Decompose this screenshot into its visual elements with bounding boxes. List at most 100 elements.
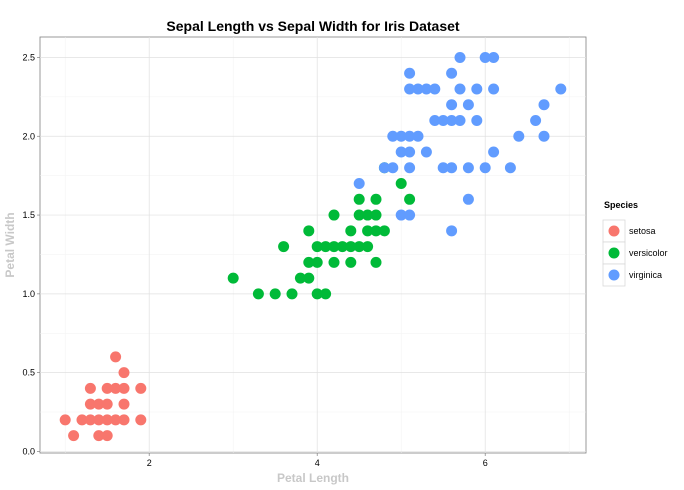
point-versicolor [320, 241, 332, 253]
y-tick-label: 1.5 [22, 210, 35, 220]
gridlines [40, 37, 586, 453]
point-setosa [135, 382, 147, 394]
point-versicolor [269, 288, 281, 300]
legend-label-versicolor: versicolor [629, 248, 668, 258]
point-setosa [93, 430, 105, 442]
y-axis-title: Petal Width [3, 212, 17, 277]
point-virginica [446, 67, 458, 79]
point-virginica [446, 162, 458, 174]
point-virginica [488, 51, 500, 63]
legend: Species setosa versicolor virginica [602, 200, 668, 287]
point-versicolor [370, 193, 382, 205]
point-setosa [76, 414, 88, 426]
point-virginica [378, 162, 390, 174]
point-versicolor [345, 225, 357, 237]
point-setosa [101, 414, 113, 426]
chart-title: Sepal Length vs Sepal Width for Iris Dat… [166, 18, 459, 34]
point-versicolor [328, 241, 340, 253]
y-tick-label: 0.5 [22, 368, 35, 378]
point-versicolor [370, 225, 382, 237]
point-virginica [404, 162, 416, 174]
point-versicolor [404, 193, 416, 205]
point-versicolor [303, 256, 315, 268]
point-virginica [387, 162, 399, 174]
point-versicolor [328, 256, 340, 268]
point-versicolor [303, 225, 315, 237]
point-setosa [110, 382, 122, 394]
point-virginica [471, 83, 483, 95]
point-versicolor [320, 288, 332, 300]
legend-label-setosa: setosa [629, 226, 656, 236]
point-virginica [412, 83, 424, 95]
point-virginica [404, 83, 416, 95]
point-virginica [395, 130, 407, 142]
point-versicolor [345, 241, 357, 253]
point-virginica [429, 83, 441, 95]
point-virginica [504, 162, 516, 174]
x-tick-label: 4 [315, 458, 320, 468]
point-versicolor [345, 256, 357, 268]
point-versicolor [370, 256, 382, 268]
point-versicolor [353, 209, 365, 221]
point-setosa [101, 430, 113, 442]
point-setosa [118, 367, 130, 379]
point-versicolor [227, 272, 239, 284]
point-virginica [412, 130, 424, 142]
point-setosa [59, 414, 71, 426]
point-versicolor [370, 209, 382, 221]
point-virginica [454, 51, 466, 63]
point-virginica [555, 83, 567, 95]
point-virginica [454, 115, 466, 127]
point-virginica [353, 178, 365, 190]
y-tick-label: 0.0 [22, 446, 35, 456]
point-setosa [101, 382, 113, 394]
point-virginica [462, 193, 474, 205]
point-setosa [118, 398, 130, 410]
point-virginica [404, 146, 416, 158]
point-virginica [395, 209, 407, 221]
point-virginica [538, 130, 550, 142]
legend-key-setosa [608, 225, 620, 237]
point-virginica [471, 115, 483, 127]
point-setosa [93, 398, 105, 410]
legend-key-virginica [608, 269, 620, 281]
legend-title: Species [604, 200, 638, 210]
point-versicolor [362, 225, 374, 237]
point-setosa [84, 398, 96, 410]
point-versicolor [311, 241, 323, 253]
point-virginica [420, 146, 432, 158]
point-setosa [101, 398, 113, 410]
point-virginica [462, 99, 474, 111]
point-versicolor [353, 193, 365, 205]
point-virginica [530, 115, 542, 127]
x-tick-label: 2 [147, 458, 152, 468]
x-tick-label: 6 [483, 458, 488, 468]
point-setosa [84, 382, 96, 394]
point-virginica [462, 162, 474, 174]
point-versicolor [353, 241, 365, 253]
point-versicolor [362, 241, 374, 253]
point-setosa [118, 414, 130, 426]
point-virginica [538, 99, 550, 111]
point-virginica [437, 115, 449, 127]
axis-ticks: 2 4 6 0.0 0.5 1.0 1.5 2.0 2.5 [22, 52, 487, 468]
point-virginica [404, 130, 416, 142]
y-tick-label: 2.5 [22, 52, 35, 62]
point-virginica [420, 83, 432, 95]
point-setosa [110, 351, 122, 363]
point-virginica [454, 83, 466, 95]
point-setosa [93, 414, 105, 426]
point-setosa [84, 414, 96, 426]
point-versicolor [311, 256, 323, 268]
point-virginica [404, 67, 416, 79]
point-setosa [118, 382, 130, 394]
point-versicolor [362, 209, 374, 221]
point-versicolor [378, 225, 390, 237]
point-versicolor [294, 272, 306, 284]
point-virginica [437, 162, 449, 174]
point-versicolor [252, 288, 264, 300]
point-virginica [446, 225, 458, 237]
point-setosa [110, 414, 122, 426]
point-virginica [479, 162, 491, 174]
